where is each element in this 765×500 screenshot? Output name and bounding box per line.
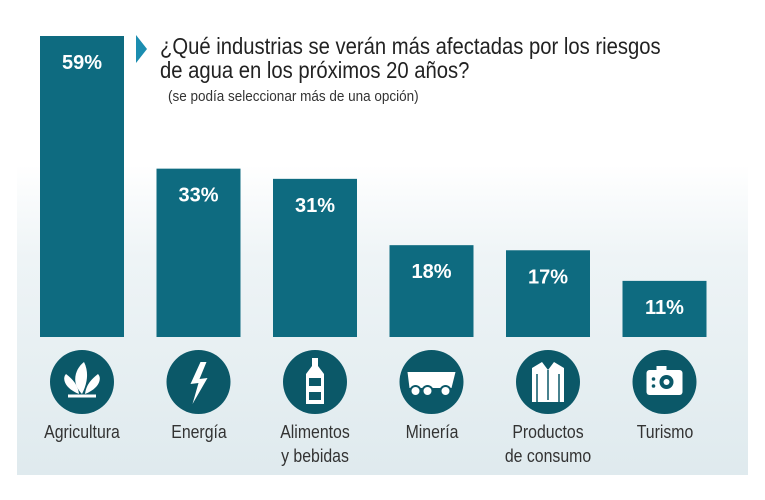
category-label-line: Agricultura: [44, 422, 120, 442]
bar-alimentos-y-bebidas: [273, 178, 357, 337]
category-label-line: Turismo: [636, 422, 693, 442]
bar-productos-de-consumo: [506, 250, 590, 337]
title-arrow-icon: [136, 35, 147, 63]
chart-subtitle: (se podía seleccionar más de una opción): [168, 88, 419, 105]
data-label: 31%: [295, 195, 335, 217]
bar-energía: [156, 168, 241, 337]
category-label-line: de consumo: [504, 446, 592, 466]
lightning-icon: [166, 350, 231, 414]
category-label: Productos de consumo: [495, 420, 601, 468]
category-label-line: Alimentos: [280, 422, 350, 442]
category-label-line: Minería: [405, 422, 458, 442]
category-label-line: Productos: [512, 422, 584, 442]
bar-turismo: [622, 280, 707, 337]
plant-icon: [50, 350, 114, 414]
data-label: 59%: [62, 52, 102, 74]
bar-minería: [389, 245, 474, 337]
category-label: Energía: [146, 420, 252, 444]
mining-truck-icon: [399, 350, 464, 414]
data-label: 17%: [528, 266, 568, 288]
bottle-icon: [283, 350, 347, 414]
category-label: Alimentos y bebidas: [262, 420, 368, 468]
category-label-line: y bebidas: [281, 446, 349, 466]
camera-icon: [632, 350, 697, 414]
category-label: Turismo: [612, 420, 718, 444]
data-label: 18%: [411, 261, 451, 283]
shirt-icon: [516, 350, 580, 414]
category-label: Agricultura: [29, 420, 135, 444]
category-label: Minería: [379, 420, 485, 444]
chart-title: ¿Qué industrias se verán más afectadas p…: [160, 33, 661, 83]
data-label: 33%: [178, 185, 218, 207]
category-label-line: Energía: [170, 422, 227, 442]
data-label: 11%: [645, 297, 684, 319]
bar-agricultura: [40, 36, 124, 337]
